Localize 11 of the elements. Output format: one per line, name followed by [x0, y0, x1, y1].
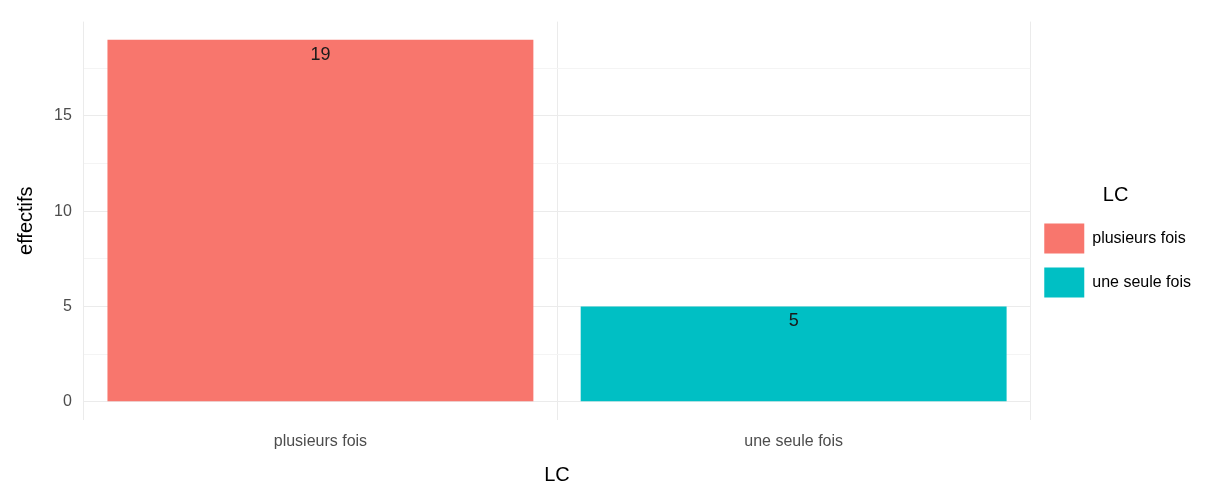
y-tick-label: 10: [54, 201, 72, 219]
y-tick-label: 5: [62, 296, 72, 314]
legend-label: une seule fois: [1092, 272, 1191, 290]
data-label: 19: [310, 43, 331, 64]
legend-title: LC: [1102, 183, 1129, 206]
y-tick-label: 0: [62, 392, 72, 410]
y-axis-title: effectifs: [13, 186, 36, 255]
legend-label: plusieurs fois: [1092, 228, 1186, 246]
x-axis-title: LC: [544, 462, 570, 485]
data-label: 5: [788, 310, 799, 331]
y-tick-label: 15: [54, 106, 72, 124]
